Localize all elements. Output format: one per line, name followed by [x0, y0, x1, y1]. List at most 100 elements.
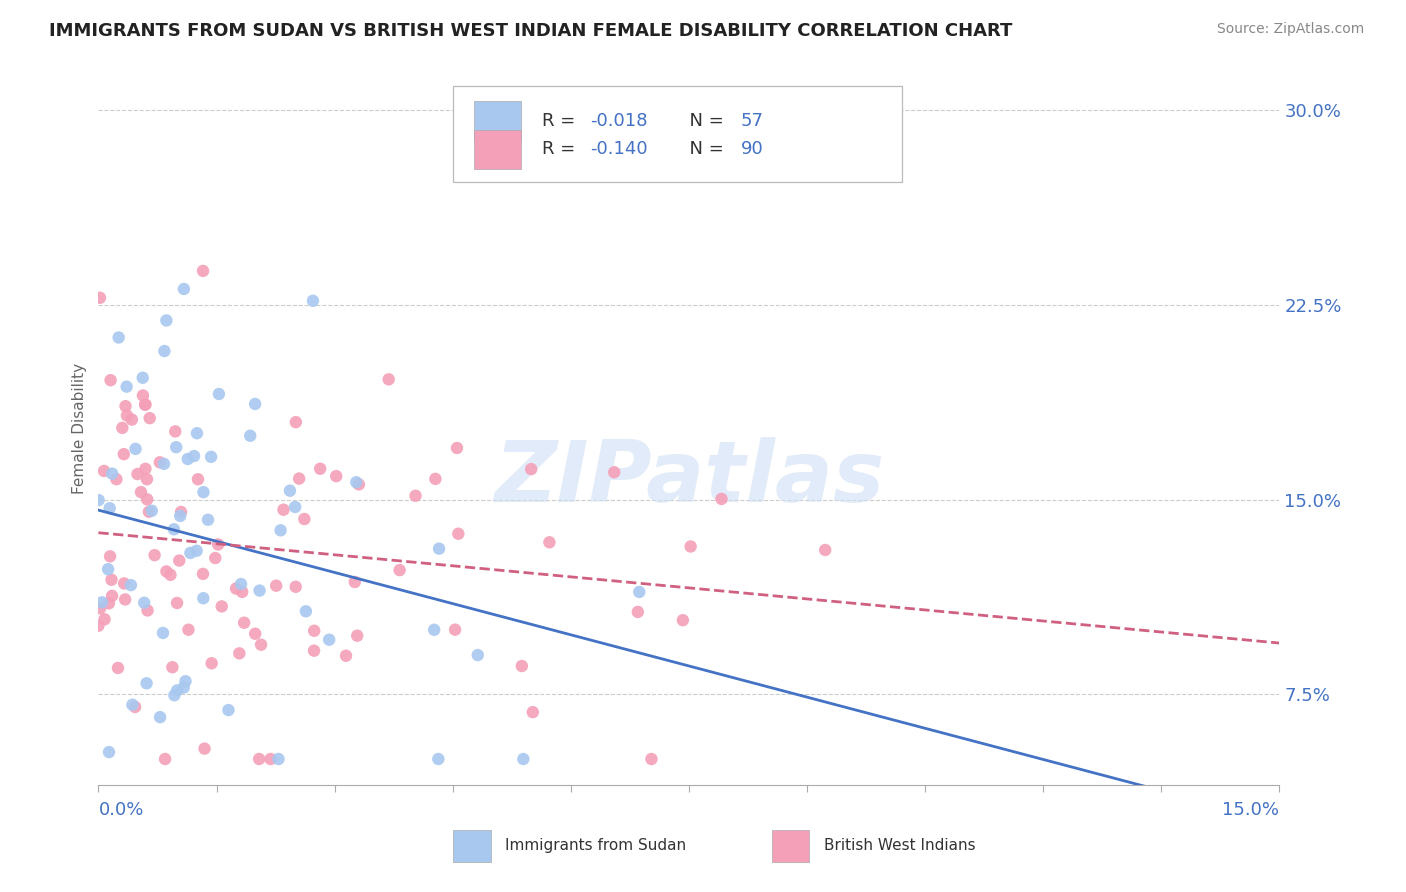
Point	[111, 421, 134, 435]
Point	[89, 291, 111, 305]
Text: R =: R =	[543, 141, 582, 159]
Point	[302, 293, 325, 308]
Point	[165, 425, 187, 439]
Text: Source: ZipAtlas.com: Source: ZipAtlas.com	[1216, 22, 1364, 37]
Point	[273, 502, 295, 516]
Point	[243, 626, 266, 640]
Point	[163, 688, 186, 702]
Point	[163, 522, 186, 536]
Point	[170, 505, 193, 519]
Point	[167, 553, 190, 567]
Point	[136, 492, 159, 507]
Point	[166, 596, 188, 610]
Point	[105, 472, 128, 486]
Point	[153, 752, 176, 766]
Point	[138, 411, 160, 425]
Point	[174, 674, 197, 689]
Point	[427, 541, 450, 556]
Point	[153, 344, 176, 359]
Point	[284, 415, 307, 429]
Point	[91, 595, 114, 609]
Point	[187, 472, 209, 486]
Point	[124, 442, 146, 456]
Text: 15.0%: 15.0%	[1222, 800, 1279, 819]
Point	[107, 661, 129, 675]
Point	[325, 469, 347, 483]
Point	[153, 457, 176, 471]
Text: Immigrants from Sudan: Immigrants from Sudan	[505, 838, 686, 853]
Point	[197, 513, 219, 527]
Point	[679, 540, 702, 554]
Point	[179, 546, 201, 560]
Point	[239, 429, 262, 443]
Point	[169, 508, 191, 523]
Point	[249, 583, 271, 598]
Text: N =: N =	[678, 112, 730, 130]
Point	[318, 632, 340, 647]
Point	[129, 485, 152, 500]
Point	[173, 282, 195, 296]
Point	[87, 619, 110, 633]
Point	[640, 752, 662, 766]
Point	[100, 573, 122, 587]
Point	[228, 646, 250, 660]
Point	[278, 483, 301, 498]
Point	[250, 638, 273, 652]
Point	[193, 741, 215, 756]
Point	[510, 659, 533, 673]
Point	[447, 526, 470, 541]
Point	[292, 512, 315, 526]
Point	[138, 505, 160, 519]
Point	[173, 681, 195, 695]
Y-axis label: Female Disability: Female Disability	[72, 362, 87, 494]
Point	[166, 683, 188, 698]
Point	[200, 450, 222, 464]
Point	[152, 626, 174, 640]
Point	[114, 399, 136, 413]
Point	[233, 615, 256, 630]
Point	[124, 700, 146, 714]
Point	[446, 441, 468, 455]
Point	[814, 543, 837, 558]
Text: 90: 90	[741, 141, 763, 159]
Point	[100, 373, 122, 387]
Point	[335, 648, 357, 663]
Point	[243, 397, 266, 411]
Point	[628, 585, 651, 599]
Point	[98, 549, 121, 564]
Point	[136, 472, 159, 486]
Point	[302, 624, 325, 638]
Point	[177, 623, 200, 637]
Point	[302, 643, 325, 657]
Point	[97, 596, 120, 610]
Text: 0.0%: 0.0%	[98, 800, 143, 819]
Point	[89, 601, 111, 615]
Point	[135, 676, 157, 690]
Point	[264, 579, 287, 593]
Text: -0.018: -0.018	[589, 112, 647, 130]
Point	[165, 440, 187, 454]
Point	[114, 592, 136, 607]
FancyBboxPatch shape	[453, 830, 491, 862]
Point	[162, 660, 184, 674]
Point	[134, 397, 156, 411]
Point	[112, 447, 135, 461]
Point	[186, 543, 208, 558]
Point	[155, 565, 177, 579]
Point	[98, 745, 121, 759]
Point	[155, 313, 177, 327]
Point	[627, 605, 650, 619]
Point	[112, 576, 135, 591]
Point	[218, 703, 240, 717]
Point	[211, 599, 233, 614]
Point	[270, 524, 292, 538]
Point	[101, 589, 124, 603]
Point	[191, 566, 214, 581]
Point	[134, 462, 156, 476]
Point	[101, 467, 124, 481]
Point	[343, 574, 366, 589]
Point	[284, 500, 307, 514]
Point	[522, 705, 544, 719]
Text: 57: 57	[741, 112, 763, 130]
Point	[344, 475, 367, 490]
